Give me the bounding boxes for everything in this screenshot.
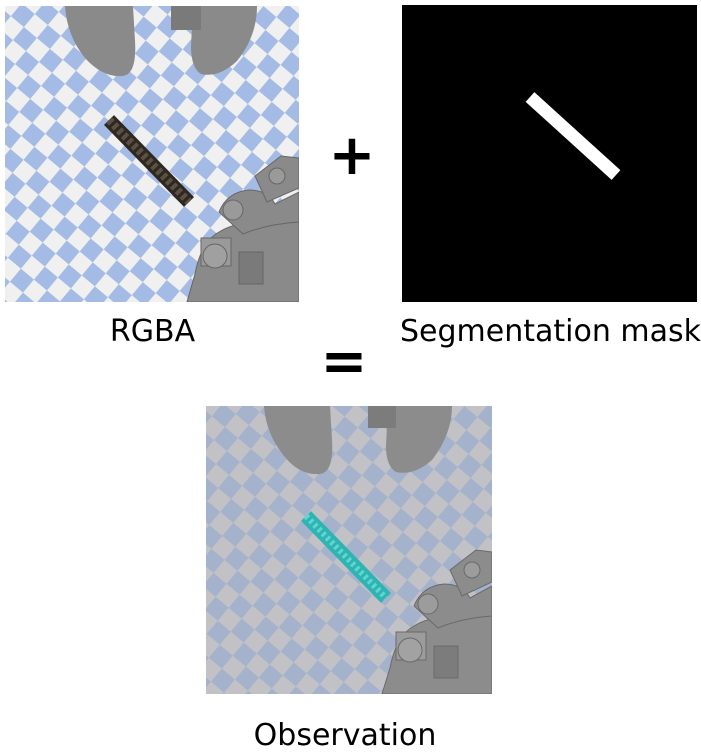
gripper-right-finger	[386, 406, 452, 473]
segmentation-mask-image	[402, 5, 697, 302]
rgba-caption: RGBA	[109, 314, 196, 349]
mask-background	[402, 5, 697, 302]
gripper-left-finger	[264, 406, 333, 475]
equals-sign: =	[320, 329, 368, 394]
robot-arm	[381, 549, 492, 694]
gripper-right-finger	[191, 6, 257, 75]
observation-image	[206, 406, 492, 694]
robot-arm	[186, 155, 299, 302]
gripper-center	[368, 406, 396, 428]
stick-object	[103, 115, 195, 207]
segmentation-mask-caption: Segmentation mask	[400, 314, 701, 349]
gripper-center	[171, 6, 201, 30]
rgba-image	[5, 6, 299, 302]
observation-caption: Observation	[253, 718, 437, 753]
highlighted-stick	[300, 511, 392, 603]
gripper-left-finger	[65, 6, 136, 77]
mask-stick	[525, 92, 621, 180]
plus-sign: +	[328, 123, 376, 188]
